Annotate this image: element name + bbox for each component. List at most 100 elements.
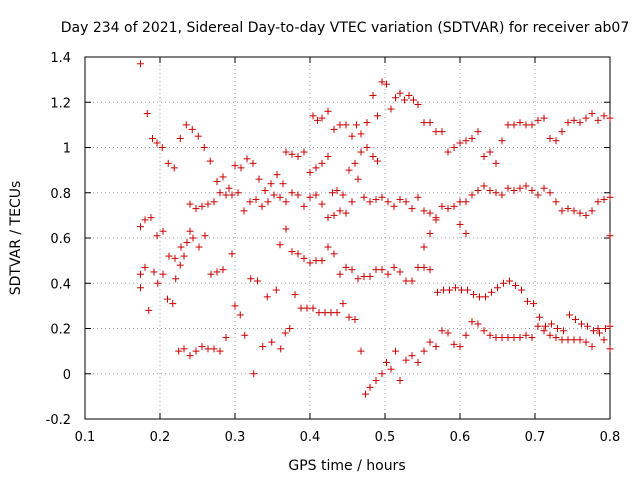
data-point (446, 286, 453, 294)
data-point (339, 191, 347, 199)
data-point (462, 331, 470, 339)
data-point (546, 134, 554, 142)
data-point (360, 272, 368, 280)
data-point (374, 112, 381, 120)
data-point (408, 352, 416, 360)
data-point (492, 334, 500, 342)
data-point (333, 309, 341, 317)
data-point (530, 300, 537, 308)
data-point (255, 175, 263, 183)
data-point (324, 153, 332, 161)
data-point (141, 216, 149, 224)
data-point (438, 128, 446, 136)
y-tick-label: 1.2 (50, 96, 71, 111)
data-point (516, 119, 524, 127)
data-point (546, 189, 554, 197)
plot-frame (84, 56, 611, 420)
data-point (504, 121, 512, 129)
data-point (189, 234, 197, 242)
data-point (458, 286, 465, 294)
data-point (572, 315, 579, 323)
data-point (558, 207, 566, 215)
data-point (165, 252, 173, 260)
data-point (414, 263, 422, 271)
data-point (336, 207, 344, 215)
data-point (474, 186, 482, 194)
data-point (582, 338, 590, 346)
data-point (159, 270, 167, 278)
data-point (324, 243, 332, 251)
data-point (318, 159, 326, 167)
x-axis-label: GPS time / hours (288, 458, 405, 474)
data-point (282, 225, 290, 233)
data-point (456, 343, 464, 351)
data-point (552, 137, 560, 145)
data-point (534, 191, 542, 199)
data-point (306, 193, 314, 201)
data-point (288, 248, 296, 256)
y-tick-label: -0.2 (46, 413, 71, 428)
data-point (240, 207, 248, 215)
data-point (267, 180, 275, 188)
x-tick-label: 0.7 (525, 430, 546, 445)
data-point (450, 144, 458, 151)
data-point (321, 309, 329, 317)
data-point (345, 166, 353, 174)
data-point (387, 105, 395, 113)
data-point (369, 153, 377, 161)
data-point (444, 148, 452, 156)
data-point (372, 266, 380, 274)
data-point (172, 275, 180, 283)
data-point (222, 334, 230, 342)
data-point (444, 329, 452, 337)
data-point (353, 121, 360, 129)
data-point (372, 377, 380, 385)
data-point (273, 171, 281, 179)
data-point (462, 198, 470, 206)
data-point (498, 334, 506, 342)
data-point (528, 121, 536, 129)
data-point (578, 320, 585, 328)
y-axis-label: SDTVAR / TECUs (8, 181, 24, 296)
data-point (342, 263, 350, 271)
data-point (548, 320, 555, 328)
data-point (195, 243, 203, 251)
data-point (192, 347, 200, 355)
data-point (414, 358, 422, 366)
data-point (158, 144, 166, 151)
data-point (468, 318, 476, 326)
data-point (402, 356, 410, 364)
data-point (204, 200, 212, 208)
data-point (486, 331, 494, 339)
data-point (176, 261, 184, 269)
data-point (504, 334, 512, 342)
data-point (277, 345, 285, 353)
data-point (396, 268, 404, 276)
data-point (222, 191, 230, 199)
data-point (378, 78, 386, 86)
data-point (288, 189, 296, 197)
data-point (560, 327, 567, 335)
data-point (171, 254, 179, 262)
data-point (234, 189, 242, 197)
data-point (169, 300, 177, 308)
data-point (342, 121, 350, 129)
data-point (363, 144, 371, 151)
data-point (558, 336, 566, 344)
data-point (606, 114, 614, 122)
data-point (564, 205, 572, 213)
data-point (330, 125, 338, 133)
x-tick-label: 0.3 (225, 430, 246, 445)
data-point (258, 202, 266, 210)
data-point (540, 114, 548, 122)
data-point (582, 114, 590, 122)
data-point (522, 182, 530, 190)
data-point (180, 345, 188, 353)
data-point (500, 279, 507, 287)
data-point (261, 186, 269, 194)
data-point (324, 214, 332, 222)
data-point (588, 343, 596, 351)
data-point (606, 345, 614, 353)
data-point (392, 347, 399, 355)
data-point (524, 297, 531, 305)
